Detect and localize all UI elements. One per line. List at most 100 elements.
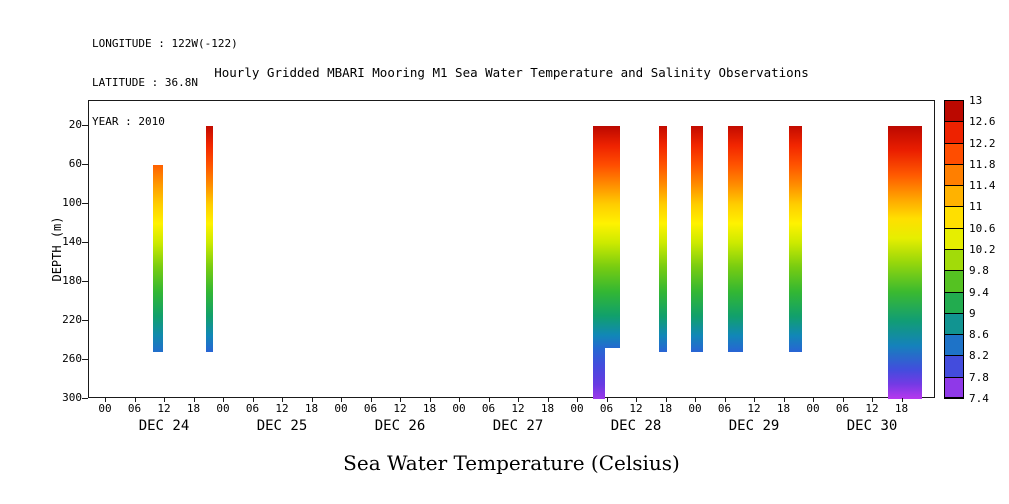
x-tick-label: 00 (688, 402, 702, 415)
x-tick-mark (636, 398, 638, 402)
x-tick-label: 18 (540, 402, 555, 415)
y-tick-label: 20 (68, 118, 82, 131)
plot-frame (88, 100, 935, 399)
temperature-profile-bar (592, 126, 620, 349)
y-tick-label: 220 (62, 313, 82, 326)
x-tick-mark (193, 398, 195, 402)
colorbar-tick-label: 8.6 (969, 328, 989, 342)
y-tick-mark (82, 359, 88, 360)
x-day-label: DEC 30 (846, 418, 898, 434)
x-tick-label: 12 (511, 402, 525, 415)
y-tick-label: 260 (62, 352, 82, 365)
colorbar-tick-label: 10.2 (969, 243, 996, 256)
y-tick-label: 180 (62, 274, 82, 287)
x-tick-label: 06 (481, 402, 496, 415)
temperature-profile-bar (728, 126, 743, 353)
colorbar-tick-label: 7.8 (969, 370, 989, 384)
x-tick-mark (665, 398, 667, 402)
colorbar-tick-label: 7.4 (969, 392, 989, 405)
x-tick-label: 12 (629, 402, 643, 415)
colorbar-tick-label: 9 (969, 306, 976, 320)
x-tick-mark (134, 398, 136, 402)
temperature-profile-bar (789, 126, 802, 353)
temperature-profile-bar (691, 126, 704, 353)
x-tick-label: 18 (186, 402, 201, 415)
colorbar-tick-label: 12.6 (969, 115, 996, 129)
x-tick-label: 06 (599, 402, 614, 415)
y-tick-mark (82, 398, 88, 399)
x-tick-label: 00 (98, 402, 112, 415)
y-axis-label: DEPTH (m) (50, 216, 64, 282)
x-tick-label: 06 (717, 402, 732, 415)
x-tick-mark (252, 398, 254, 402)
x-tick-mark (282, 398, 283, 402)
y-tick-mark (82, 320, 88, 321)
x-tick-label: 06 (835, 402, 850, 415)
y-tick-mark (82, 164, 88, 165)
x-tick-label: 06 (245, 402, 260, 415)
x-tick-label: 12 (393, 402, 407, 415)
x-day-label: DEC 24 (138, 418, 190, 434)
x-tick-label: 18 (658, 402, 673, 415)
year-label: YEAR : 2010 (92, 115, 165, 128)
x-tick-mark (842, 398, 844, 402)
x-tick-label: 12 (865, 402, 879, 415)
colorbar-tick-label: 8.2 (969, 349, 989, 363)
x-day-label: DEC 28 (610, 418, 662, 434)
y-tick-mark (82, 203, 88, 204)
x-day-label: DEC 29 (728, 418, 780, 434)
x-tick-label: 18 (304, 402, 319, 415)
x-tick-mark (105, 398, 106, 402)
colorbar-tick-label: 13 (969, 94, 983, 107)
x-tick-label: 00 (334, 402, 348, 415)
colorbar-tick-label: 12.2 (969, 136, 996, 150)
colorbar-tick-label: 11.4 (969, 179, 996, 193)
x-day-label: DEC 26 (374, 418, 426, 434)
x-tick-mark (459, 398, 461, 402)
y-tick-mark (82, 125, 88, 126)
x-tick-label: 00 (216, 402, 230, 415)
x-tick-mark (754, 398, 756, 402)
x-tick-label: 00 (570, 402, 584, 415)
x-day-label: DEC 25 (256, 418, 308, 434)
x-tick-mark (813, 398, 815, 402)
latitude-label: LATITUDE : 36.8N (92, 76, 198, 89)
x-tick-mark (518, 398, 520, 402)
colorbar-tick-label: 10.6 (969, 221, 996, 235)
temperature-profile-bar (152, 165, 163, 353)
x-tick-label: 18 (894, 402, 909, 415)
x-tick-label: 12 (157, 402, 171, 415)
x-tick-label: 00 (806, 402, 820, 415)
x-tick-mark (577, 398, 579, 402)
x-tick-label: 06 (127, 402, 142, 415)
x-tick-label: 18 (776, 402, 791, 415)
x-tick-mark (606, 398, 608, 402)
x-axis-title: Sea Water Temperature (Celsius) (343, 451, 680, 475)
x-tick-label: 12 (275, 402, 289, 415)
x-tick-mark (429, 398, 431, 402)
x-tick-mark (341, 398, 343, 402)
x-tick-label: 06 (363, 402, 378, 415)
colorbar-tick-label: 11.8 (969, 157, 996, 171)
x-tick-mark (724, 398, 726, 402)
plot-title: Hourly Gridded MBARI Mooring M1 Sea Wate… (214, 65, 809, 80)
x-tick-mark (400, 398, 402, 402)
x-tick-mark (164, 398, 165, 402)
temperature-profile-bar (659, 126, 667, 353)
x-tick-mark (695, 398, 697, 402)
temperature-profile-bar (205, 126, 214, 353)
y-tick-label: 100 (62, 196, 82, 209)
x-tick-label: 00 (452, 402, 466, 415)
y-tick-mark (82, 281, 88, 282)
x-tick-mark (311, 398, 313, 402)
colorbar-tick-label: 11 (969, 200, 983, 214)
temperature-profile-bar (887, 126, 923, 399)
y-tick-label: 300 (62, 391, 82, 404)
x-tick-mark (901, 398, 903, 402)
x-tick-mark (370, 398, 372, 402)
colorbar-tick-label: 9.4 (969, 285, 989, 299)
x-tick-mark (783, 398, 785, 402)
x-tick-mark (872, 398, 874, 402)
x-tick-label: 18 (422, 402, 437, 415)
